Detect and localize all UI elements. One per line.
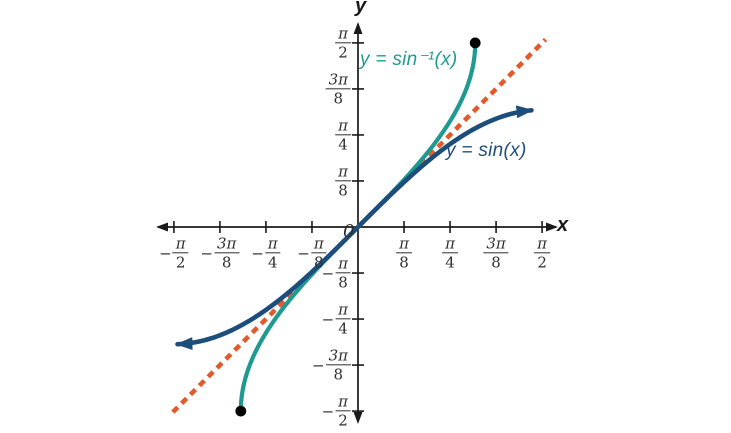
- x-tick-label--3π/8: −3π 8: [200, 235, 240, 271]
- x-tick-label--π/2: − π 2: [159, 235, 189, 271]
- x-axis-label: x: [557, 214, 569, 236]
- origin-label: 0: [343, 221, 355, 242]
- y-tick-label--π/2: − π 2: [322, 393, 351, 429]
- x-tick-label--π/8: − π 8: [297, 235, 327, 271]
- arcsin-endpoint-dot: [235, 405, 247, 417]
- x-tick-label-3π/8: 3π 8: [483, 235, 509, 271]
- y-tick-label--3π/8: −3π 8: [312, 347, 351, 383]
- sin-curve: [175, 105, 534, 351]
- sin-curve-label: y = sin(x): [446, 140, 527, 161]
- y-axis-label: y: [355, 0, 367, 17]
- y-tick-label--π/8: − π 8: [322, 255, 351, 291]
- y-tick-label-3π/8: 3π 8: [325, 71, 351, 107]
- y-tick-label--π/4: − π 4: [322, 301, 351, 337]
- x-tick-label--π/4: − π 4: [251, 235, 281, 271]
- arcsin-endpoint-dot: [469, 37, 481, 49]
- arcsin-curve-label: y = sin⁻¹(x): [360, 49, 458, 70]
